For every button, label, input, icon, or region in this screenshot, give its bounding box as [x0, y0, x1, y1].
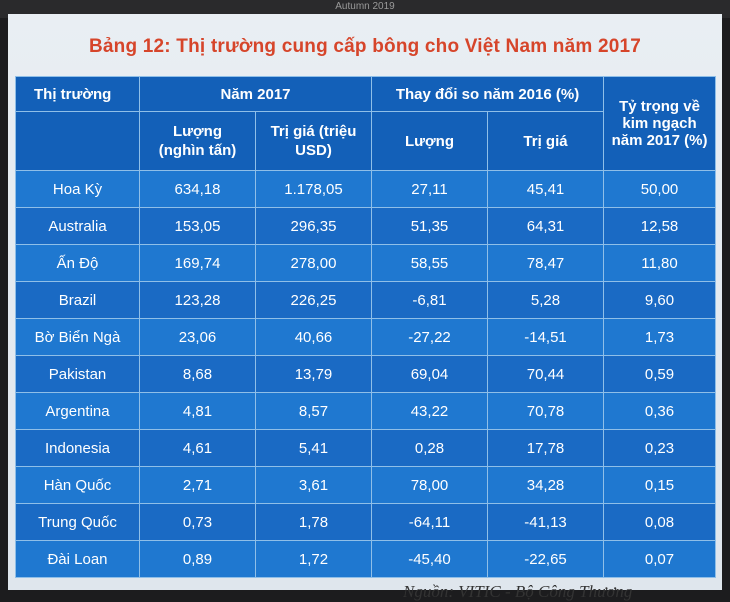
top-bar: Autumn 2019 [0, 0, 730, 18]
table-row: Australia 153,05 296,35 51,35 64,31 12,58 [15, 207, 717, 245]
cell-vol-change: 78,00 [371, 466, 488, 504]
header-row-2: Lượng (nghìn tấn) Trị giá (triệu USD) Lư… [15, 111, 716, 171]
cell-vol-change: 51,35 [371, 207, 488, 245]
cell-market: Hoa Kỳ [15, 170, 140, 208]
cell-value: 1.178,05 [255, 170, 372, 208]
cell-val-change: -14,51 [486, 318, 605, 356]
header-market: Thị trường [15, 76, 140, 112]
cell-val-change: 78,47 [486, 244, 605, 282]
cell-volume: 634,18 [139, 170, 256, 208]
table-row: Argentina 4,81 8,57 43,22 70,78 0,36 [15, 392, 717, 430]
cell-val-change: -41,13 [486, 503, 605, 541]
cell-market: Ấn Độ [15, 244, 140, 282]
cell-volume: 153,05 [139, 207, 256, 245]
header-volume-change: Lượng [371, 111, 488, 171]
cell-value: 226,25 [255, 281, 372, 319]
cell-volume: 23,06 [139, 318, 256, 356]
cell-vol-change: 0,28 [371, 429, 488, 467]
header-value-2017: Trị giá (triệu USD) [255, 111, 372, 171]
cell-share: 0,08 [603, 503, 717, 541]
header-volume-2017: Lượng (nghìn tấn) [139, 111, 256, 171]
cell-value: 278,00 [255, 244, 372, 282]
cell-share: 0,07 [603, 540, 717, 578]
cell-vol-change: 69,04 [371, 355, 488, 393]
table-row: Indonesia 4,61 5,41 0,28 17,78 0,23 [15, 429, 717, 467]
table-row: Brazil 123,28 226,25 -6,81 5,28 9,60 [15, 281, 717, 319]
cell-value: 8,57 [255, 392, 372, 430]
cell-market: Hàn Quốc [15, 466, 140, 504]
header-share: Tỷ trọng về kim ngạch năm 2017 (%) [603, 76, 717, 171]
cell-share: 0,15 [603, 466, 717, 504]
cell-vol-change: -45,40 [371, 540, 488, 578]
cell-volume: 0,73 [139, 503, 256, 541]
table-row: Ấn Độ 169,74 278,00 58,55 78,47 11,80 [15, 244, 717, 282]
cell-market: Pakistan [15, 355, 140, 393]
cell-volume: 169,74 [139, 244, 256, 282]
cell-value: 1,78 [255, 503, 372, 541]
table-title: Bảng 12: Thị trường cung cấp bông cho Vi… [88, 36, 642, 57]
table-row: Pakistan 8,68 13,79 69,04 70,44 0,59 [15, 355, 717, 393]
cell-market: Trung Quốc [15, 503, 140, 541]
cell-volume: 8,68 [139, 355, 256, 393]
cell-val-change: 70,78 [486, 392, 605, 430]
cell-share: 0,59 [603, 355, 717, 393]
cell-vol-change: -27,22 [371, 318, 488, 356]
cell-market: Indonesia [15, 429, 140, 467]
cell-value: 1,72 [255, 540, 372, 578]
cell-market: Australia [15, 207, 140, 245]
source-note: Nguồn: VITIC - Bộ Công Thương [403, 582, 633, 601]
cell-market: Đài Loan [15, 540, 140, 578]
table-row: Hoa Kỳ 634,18 1.178,05 27,11 45,41 50,00 [15, 170, 717, 208]
header-value-change: Trị giá [486, 111, 605, 171]
cell-val-change: 17,78 [486, 429, 605, 467]
cell-value: 296,35 [255, 207, 372, 245]
cell-value: 3,61 [255, 466, 372, 504]
cell-val-change: -22,65 [486, 540, 605, 578]
cell-volume: 0,89 [139, 540, 256, 578]
cell-share: 0,36 [603, 392, 717, 430]
cell-value: 13,79 [255, 355, 372, 393]
cell-vol-change: 27,11 [371, 170, 488, 208]
cell-val-change: 70,44 [486, 355, 605, 393]
table-row: Bờ Biển Ngà 23,06 40,66 -27,22 -14,51 1,73 [15, 318, 717, 356]
cell-val-change: 5,28 [486, 281, 605, 319]
cell-share: 11,80 [603, 244, 717, 282]
cell-val-change: 45,41 [486, 170, 605, 208]
cell-share: 0,23 [603, 429, 717, 467]
cell-value: 40,66 [255, 318, 372, 356]
top-bar-text: Autumn 2019 [335, 1, 395, 12]
cotton-supply-table: Thị trường Năm 2017 Thay đổi so năm 2016… [15, 76, 717, 578]
cell-val-change: 64,31 [486, 207, 605, 245]
cell-vol-change: 58,55 [371, 244, 488, 282]
cell-share: 12,58 [603, 207, 717, 245]
document-page: Bảng 12: Thị trường cung cấp bông cho Vi… [8, 14, 722, 601]
cell-share: 50,00 [603, 170, 717, 208]
cell-volume: 4,81 [139, 392, 256, 430]
table-row: Đài Loan 0,89 1,72 -45,40 -22,65 0,07 [15, 540, 717, 578]
table-body: Hoa Kỳ 634,18 1.178,05 27,11 45,41 50,00 Austr… [15, 170, 717, 578]
cell-market: Bờ Biển Ngà [15, 318, 140, 356]
cell-vol-change: 43,22 [371, 392, 488, 430]
cell-volume: 2,71 [139, 466, 256, 504]
cell-val-change: 34,28 [486, 466, 605, 504]
header-year-2017: Năm 2017 [139, 76, 372, 112]
cell-market: Brazil [15, 281, 140, 319]
cell-value: 5,41 [255, 429, 372, 467]
header-change-2016: Thay đổi so năm 2016 (%) [370, 76, 605, 112]
cell-vol-change: -64,11 [371, 503, 488, 541]
table-row: Hàn Quốc 2,71 3,61 78,00 34,28 0,15 [15, 466, 717, 504]
cell-volume: 4,61 [139, 429, 256, 467]
table-row: Trung Quốc 0,73 1,78 -64,11 -41,13 0,08 [15, 503, 717, 541]
header-row-1: Thị trường Năm 2017 Thay đổi so năm 2016… [15, 76, 717, 171]
cell-vol-change: -6,81 [371, 281, 488, 319]
header-market-blank [15, 111, 140, 171]
cell-share: 9,60 [603, 281, 717, 319]
cell-volume: 123,28 [139, 281, 256, 319]
cell-market: Argentina [15, 392, 140, 430]
cell-share: 1,73 [603, 318, 717, 356]
